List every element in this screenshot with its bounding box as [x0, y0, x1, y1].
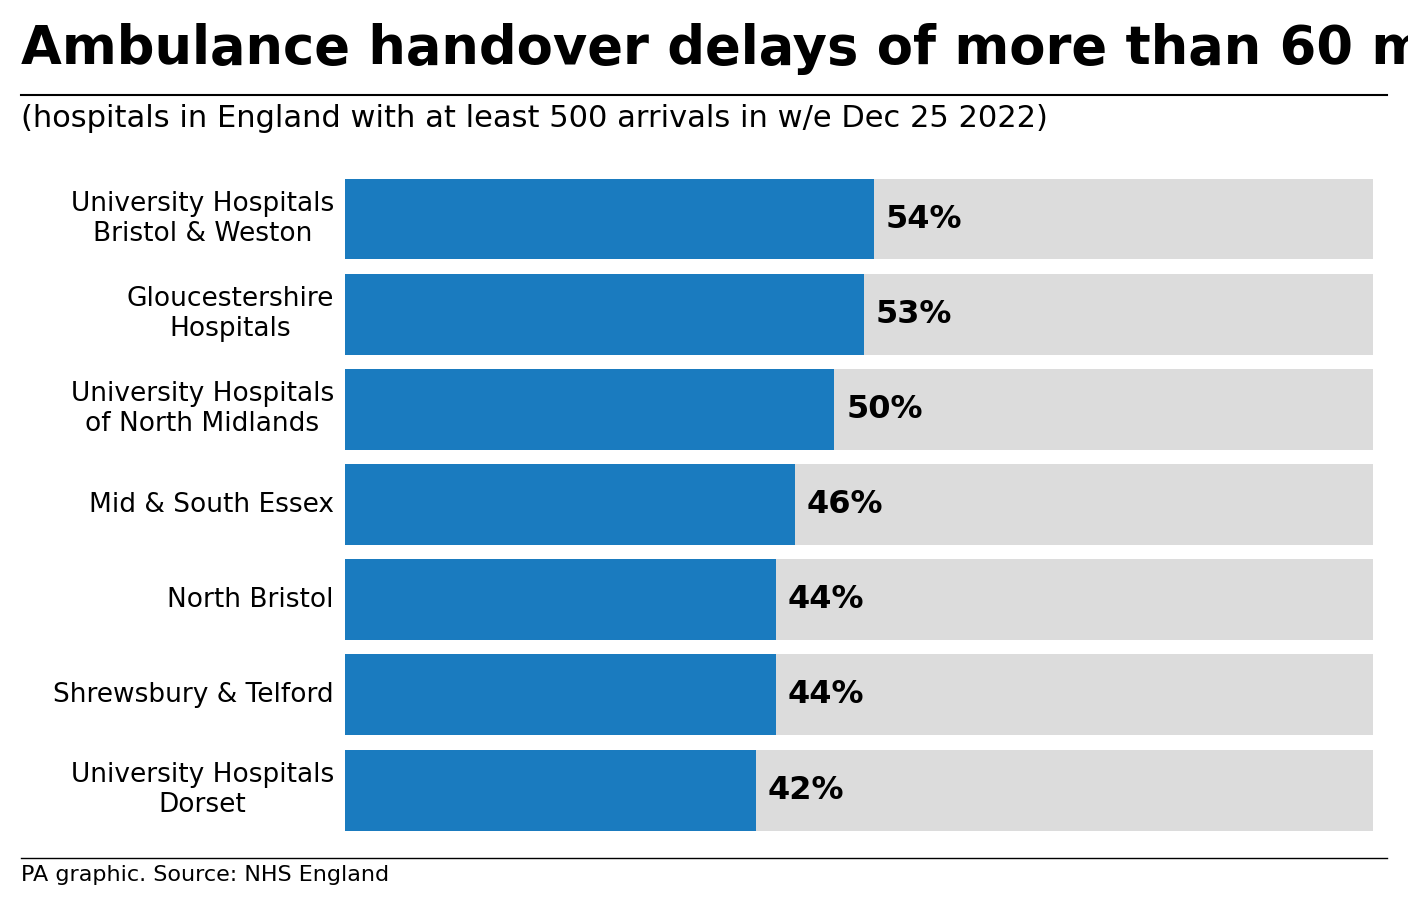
Text: 44%: 44%	[787, 584, 865, 615]
Text: 44%: 44%	[787, 679, 865, 710]
Bar	[345, 369, 835, 450]
Text: 53%: 53%	[876, 299, 952, 330]
Bar	[345, 369, 1373, 450]
Bar	[345, 654, 776, 735]
Text: 42%: 42%	[767, 775, 845, 805]
Bar	[345, 464, 1373, 545]
Bar	[345, 750, 1373, 831]
Bar	[345, 274, 1373, 355]
Text: 50%: 50%	[846, 394, 922, 425]
Bar	[345, 750, 756, 831]
Bar	[345, 560, 1373, 641]
Bar	[345, 654, 1373, 735]
Bar	[345, 274, 863, 355]
Bar	[345, 560, 776, 641]
Text: 46%: 46%	[807, 489, 883, 520]
Bar	[345, 464, 796, 545]
Text: 54%: 54%	[886, 204, 962, 234]
Bar	[345, 178, 873, 259]
Text: (hospitals in England with at least 500 arrivals in w/e Dec 25 2022): (hospitals in England with at least 500 …	[21, 104, 1048, 132]
Text: PA graphic. Source: NHS England: PA graphic. Source: NHS England	[21, 865, 389, 885]
Text: Ambulance handover delays of more than 60 minutes: Ambulance handover delays of more than 6…	[21, 23, 1408, 75]
Bar	[345, 178, 1373, 259]
